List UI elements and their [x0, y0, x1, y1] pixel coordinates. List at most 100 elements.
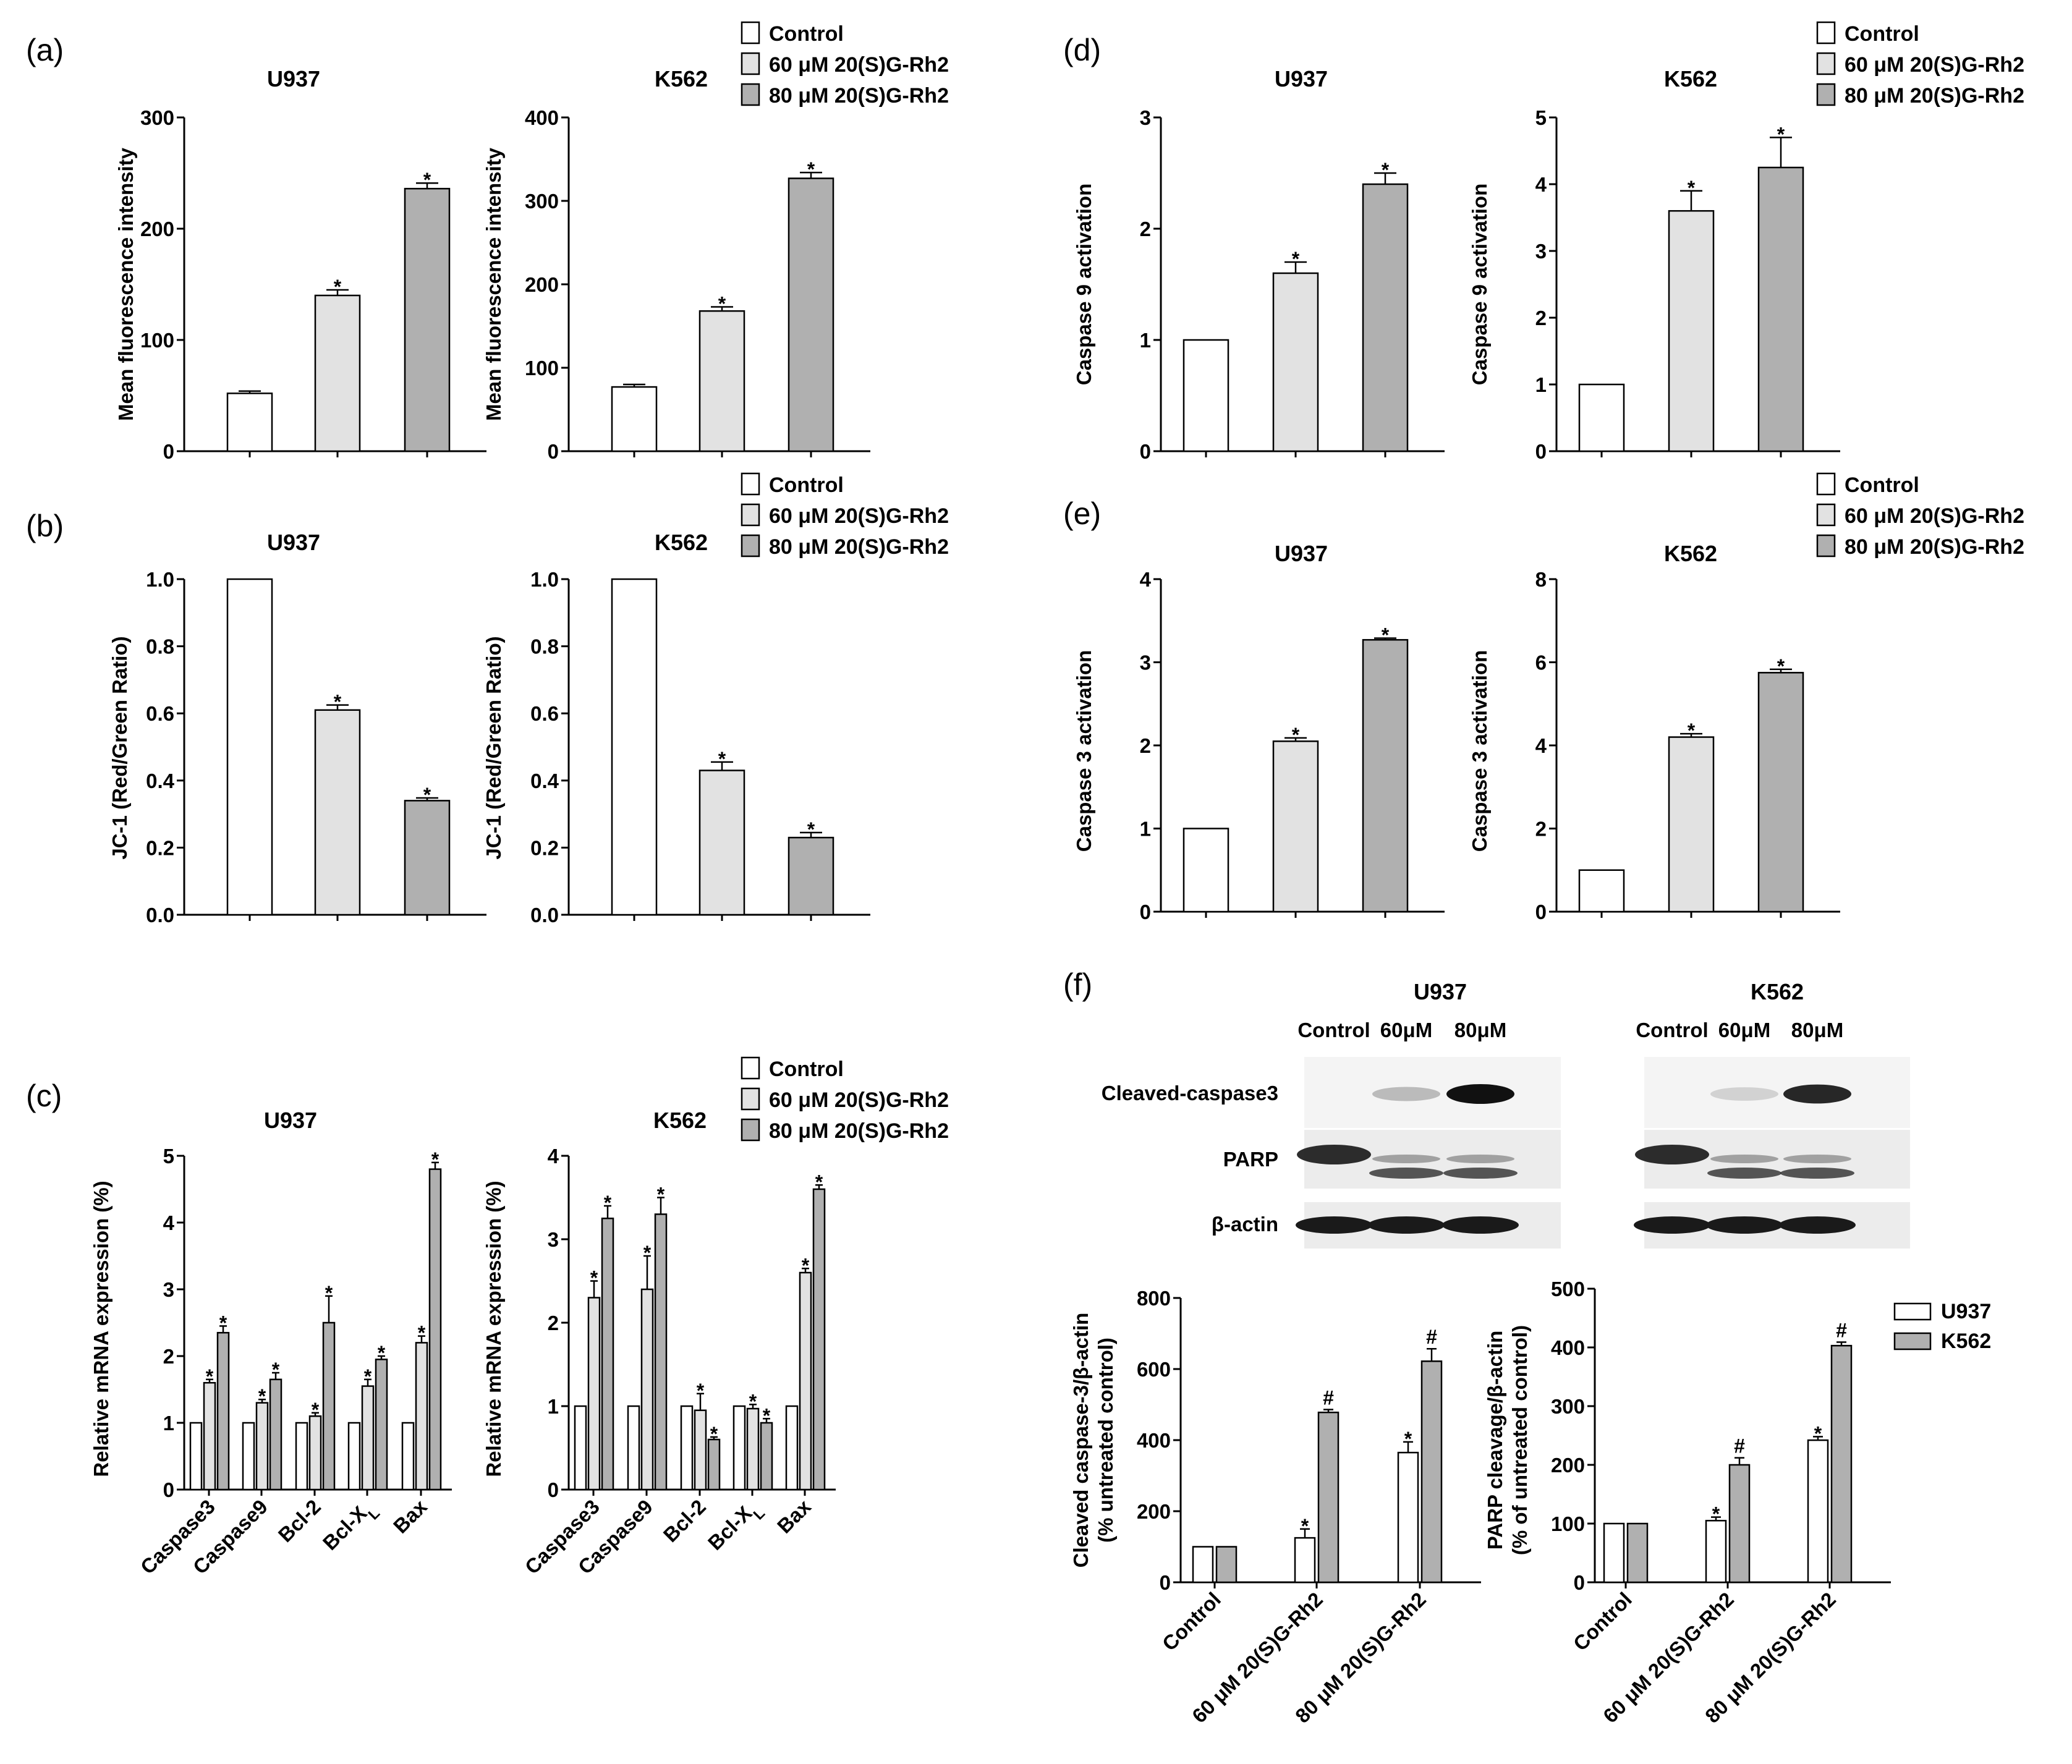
e2-title: K562: [1664, 541, 1717, 566]
panel-label-f: (f): [1063, 967, 1092, 1002]
panel-label-b: (b): [26, 509, 64, 543]
b2-ytick-label: 0.6: [530, 702, 559, 725]
a2-bar-1: [698, 310, 745, 452]
d1-bar-2: [1362, 183, 1409, 452]
legend-treatment-4: Control 60 μM 20(S)G-Rh2 80 μM 20(S)G-Rh2: [1816, 472, 2024, 559]
blot-strip: [1644, 1057, 1910, 1128]
b2-ytick-label: 0.8: [530, 635, 559, 658]
c2-bar-2-0: [680, 1405, 694, 1491]
c1-bar-4-1: [415, 1342, 428, 1491]
legend-treatment-1: Control 60 μM 20(S)G-Rh2 80 μM 20(S)G-Rh2: [741, 472, 949, 559]
f1-bar-2-0: [1397, 1451, 1419, 1584]
blot-lane-label: 80μM: [1454, 1019, 1506, 1041]
legend-cell-line: U937 K562: [1893, 1300, 1991, 1353]
b2-title: K562: [655, 530, 708, 555]
f2-xtick-label: Control: [1569, 1588, 1636, 1655]
f1-bar-1-0-sig-mark: *: [1301, 1515, 1309, 1537]
f1-bar-0-1: [1215, 1546, 1238, 1584]
d1-bar-2-sig-mark: *: [1382, 159, 1390, 181]
c1-ytick-label: 3: [163, 1278, 174, 1301]
b2-ytick-label: 0.4: [530, 770, 559, 792]
e1-ytick-label: 4: [1140, 568, 1152, 591]
c2-bar-2-1: [694, 1409, 707, 1491]
f1-ytick-label: 800: [1137, 1287, 1171, 1310]
d1-ylabel: Caspase 9 activation: [1072, 184, 1095, 386]
f1-ytick-label: 0: [1160, 1571, 1171, 1594]
legend-label: 80 μM 20(S)G-Rh2: [1845, 535, 2024, 559]
c1-ytick-label: 0: [163, 1478, 174, 1501]
e1-bar-2: [1362, 638, 1409, 913]
c2-bar-2-2-sig-mark: *: [710, 1423, 718, 1445]
legend-swatch: [741, 1056, 760, 1080]
a1-bar-2: [404, 187, 451, 452]
legend-label: Control: [769, 22, 844, 46]
blot-lane-label: 60μM: [1718, 1019, 1770, 1041]
c2-ytick-label: 4: [548, 1145, 559, 1168]
c1-bar-0-0: [189, 1422, 203, 1491]
d2-ytick-label: 3: [1535, 240, 1547, 263]
d1-ytick-label: 0: [1140, 440, 1151, 463]
f1-ytick-label: 400: [1137, 1429, 1171, 1452]
legend-swatch: [1816, 21, 1836, 45]
f2-ytick-label: 500: [1551, 1278, 1585, 1300]
c1-ylabel: Relative mRNA expression (%): [90, 1181, 113, 1477]
d2-ytick-label: 0: [1535, 440, 1547, 463]
a1-ytick-label: 300: [140, 106, 174, 129]
chart-b1: 0.0 0.2 0.4 0.6 0.8 1.0 U937 JC-1 (Red/Green Ra…: [108, 530, 486, 927]
blot-cell-label: K562: [1751, 979, 1804, 1004]
f2-ytick-label: 400: [1551, 1336, 1585, 1359]
d1-title: U937: [1275, 66, 1328, 91]
legend-treatment-0: Control 60 μM 20(S)G-Rh2 80 μM 20(S)G-Rh2: [741, 21, 949, 108]
blot-strip: [1304, 1057, 1561, 1128]
f2-bar-1-0: [1705, 1520, 1727, 1584]
b1-bar-2: [404, 800, 451, 916]
c2-bar-0-2-sig-mark: *: [604, 1192, 612, 1214]
c1-bar-4-2: [428, 1168, 442, 1491]
c1-bar-0-2: [216, 1331, 230, 1491]
band-parp: [1297, 1145, 1371, 1164]
a2-ytick-label: 300: [525, 190, 559, 213]
figure-text-layer: (a) (b) (c) (d) (e) (f): [26, 33, 1101, 1113]
band-parp: [1707, 1168, 1781, 1179]
c2-ylabel: Relative mRNA expression (%): [482, 1181, 505, 1477]
band-cleaved-caspase3: [1372, 1087, 1440, 1101]
panel-label-a: (a): [26, 33, 64, 67]
f2-bar-1-1: [1728, 1464, 1751, 1584]
legend-label: 60 μM 20(S)G-Rh2: [1845, 504, 2024, 528]
band-cleaved-caspase3: [1710, 1087, 1778, 1101]
panel-label-d: (d): [1063, 33, 1101, 67]
c2-bar-0-1-sig-mark: *: [590, 1267, 598, 1289]
d1-bar-1-sig-mark: *: [1292, 248, 1300, 270]
legend-swatch: [1893, 1332, 1932, 1351]
c2-bar-1-1: [640, 1288, 654, 1491]
c2-bar-0-1: [587, 1297, 601, 1491]
c1-bar-1-2-sig-mark: *: [272, 1359, 280, 1381]
c1-bar-2-2: [322, 1321, 336, 1491]
e2-ytick-label: 0: [1535, 901, 1547, 923]
e2-ylabel: Caspase 3 activation: [1468, 650, 1491, 852]
b2-bar-1: [698, 770, 745, 916]
e1-ytick-label: 2: [1140, 734, 1151, 757]
blot-row-label: β-actin: [1212, 1213, 1278, 1236]
c2-bar-2-2: [707, 1438, 721, 1491]
b1-bar-1-sig-mark: *: [334, 691, 342, 713]
f2-bar-1-1-sig-mark: #: [1734, 1435, 1745, 1457]
c2-bar-3-1-sig-mark: *: [749, 1390, 757, 1412]
legend-label: Control: [769, 1058, 844, 1081]
f1-ylabel: Cleaved caspase-3/β-actin: [1069, 1313, 1092, 1568]
e1-ytick-label: 1: [1140, 818, 1151, 841]
blot-lane-label: Control: [1636, 1019, 1708, 1041]
f1-xtick-label: Control: [1158, 1588, 1225, 1655]
c1-ytick-label: 2: [163, 1345, 174, 1368]
b2-ylabel: JC-1 (Red/Green Ratio): [482, 636, 505, 859]
d1-ytick-label: 3: [1140, 106, 1151, 129]
chart-a1: 0 100 200 300 U937 Mean fluorescence intensit…: [114, 66, 486, 463]
a1-bar-0: [226, 392, 273, 452]
band-parp-upper: [1710, 1155, 1778, 1163]
e1-bar-1-sig-mark: *: [1292, 724, 1300, 746]
legend-label: 60 μM 20(S)G-Rh2: [769, 1088, 949, 1112]
legend-swatch: [741, 503, 760, 527]
c1-bar-0-1-sig-mark: *: [206, 1365, 214, 1388]
f1-ylabel-2: (% untreated control): [1094, 1338, 1117, 1543]
western-blot-layer: U937 Control 60μM 80μM K562 Control 60μM 80μM Cl…: [1102, 979, 1910, 1249]
